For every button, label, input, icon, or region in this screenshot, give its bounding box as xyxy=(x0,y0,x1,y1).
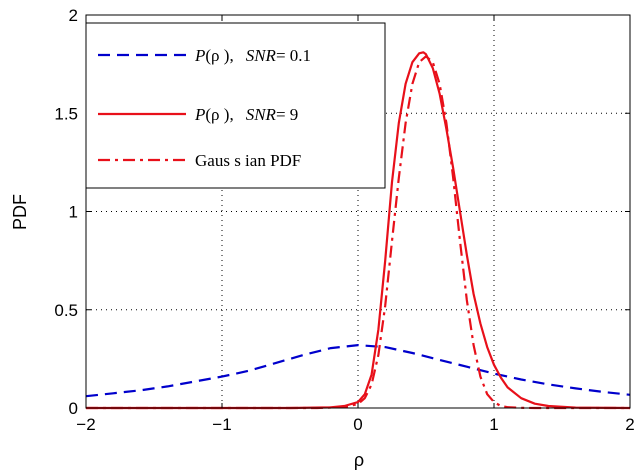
legend-label-gaussian: Gaus s ian PDF xyxy=(195,151,301,170)
legend: P(ρ ), SNR= 0.1 P(ρ ), SNR= 9 Gaus s ian P… xyxy=(85,22,386,189)
y-tick-label: 2 xyxy=(69,6,78,25)
y-tick-label: 0 xyxy=(69,399,78,418)
x-tick-label: 2 xyxy=(625,415,634,434)
legend-label-snr-0-1: P(ρ ), SNR= 0.1 xyxy=(194,46,311,65)
x-tick-label: −1 xyxy=(212,415,231,434)
tick-labels: −2 −1 0 1 2 0 0.5 1 1.5 2 xyxy=(54,6,634,434)
legend-label-snr-9: P(ρ ), SNR= 9 xyxy=(194,105,298,124)
x-tick-label: −2 xyxy=(76,415,95,434)
series-layer xyxy=(85,51,631,410)
x-tick-label: 1 xyxy=(489,415,498,434)
y-tick-label: 0.5 xyxy=(54,301,78,320)
legend-box xyxy=(85,22,386,189)
y-axis-label: PDF xyxy=(10,194,30,230)
y-tick-label: 1.5 xyxy=(54,104,78,123)
y-tick-label: 1 xyxy=(69,203,78,222)
x-axis-label: ρ xyxy=(354,450,364,470)
series-line-0 xyxy=(85,344,631,398)
x-tick-label: 0 xyxy=(353,415,362,434)
series-line-1 xyxy=(86,51,631,410)
